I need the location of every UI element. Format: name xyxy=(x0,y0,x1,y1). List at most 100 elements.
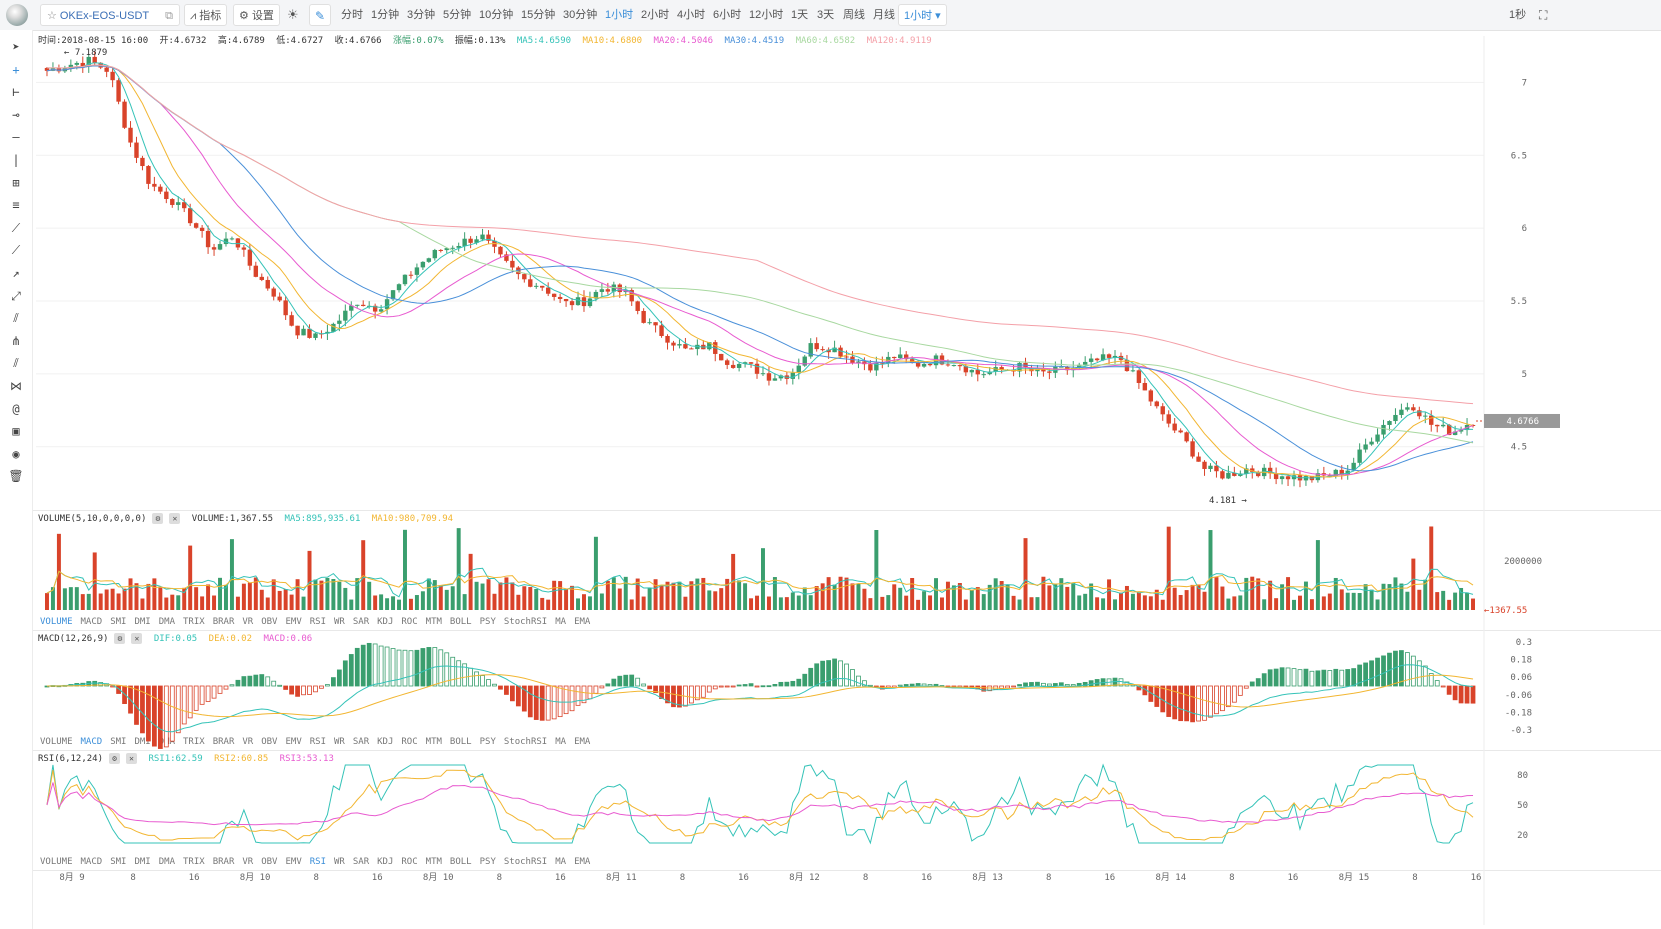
pane-divider[interactable] xyxy=(33,510,1661,511)
period-2[interactable]: 3分钟 xyxy=(407,9,436,21)
spiral-icon[interactable]: @ xyxy=(12,401,20,416)
tab-rsi[interactable]: RSI xyxy=(309,617,327,627)
tab-vr[interactable]: VR xyxy=(242,857,254,867)
tab-ema[interactable]: EMA xyxy=(574,617,591,627)
period-5[interactable]: 15分钟 xyxy=(521,9,556,21)
tab-emv[interactable]: EMV xyxy=(285,617,302,627)
tab-volume[interactable]: VOLUME xyxy=(40,737,73,747)
tab-ma[interactable]: MA xyxy=(555,857,567,867)
tab-dma[interactable]: DMA xyxy=(158,617,175,627)
tab-trix[interactable]: TRIX xyxy=(183,737,205,747)
tab-brar[interactable]: BRAR xyxy=(212,737,235,747)
tab-roc[interactable]: ROC xyxy=(401,617,418,627)
rsi-settings-gear-icon[interactable]: ⚙ xyxy=(109,753,121,764)
favorite-star-icon[interactable]: ☆ xyxy=(47,10,57,22)
period-1[interactable]: 1分钟 xyxy=(371,9,400,21)
tab-ema[interactable]: EMA xyxy=(574,737,591,747)
tab-stochrsi[interactable]: StochRSI xyxy=(503,737,548,747)
tab-sar[interactable]: SAR xyxy=(352,617,370,627)
tab-roc[interactable]: ROC xyxy=(401,737,418,747)
segment-icon[interactable]: ⊢ xyxy=(12,85,20,100)
tab-rsi[interactable]: RSI xyxy=(309,857,327,867)
tab-obv[interactable]: OBV xyxy=(261,617,278,627)
tab-rsi[interactable]: RSI xyxy=(309,737,327,747)
period-3[interactable]: 5分钟 xyxy=(443,9,472,21)
pane-divider[interactable] xyxy=(33,750,1661,751)
gann-icon[interactable]: ⋈ xyxy=(10,379,22,393)
indicator-button[interactable]: ⩘ 指标 xyxy=(184,4,228,26)
tab-stochrsi[interactable]: StochRSI xyxy=(503,857,548,867)
parallel-lines-icon[interactable]: ≡ xyxy=(12,198,20,213)
period-12[interactable]: 1天 xyxy=(791,9,809,21)
parallel-channel-icon[interactable]: ⫽ xyxy=(13,356,19,371)
arrow-line-icon[interactable]: ↗ xyxy=(12,266,20,280)
tab-psy[interactable]: PSY xyxy=(479,617,496,627)
period-dropdown[interactable]: 1小时 ▾ xyxy=(898,4,947,26)
tab-dmi[interactable]: DMI xyxy=(134,737,151,747)
tab-kdj[interactable]: KDJ xyxy=(377,737,394,747)
tab-trix[interactable]: TRIX xyxy=(183,857,205,867)
period-7[interactable]: 1小时 xyxy=(605,9,634,21)
symbol-selector[interactable]: ☆ OKEx-EOS-USDT ⧉ xyxy=(40,4,180,26)
tab-wr[interactable]: WR xyxy=(334,617,345,627)
period-8[interactable]: 2小时 xyxy=(641,9,670,21)
tab-stochrsi[interactable]: StochRSI xyxy=(503,617,548,627)
period-10[interactable]: 6小时 xyxy=(713,9,742,21)
tab-brar[interactable]: BRAR xyxy=(212,857,235,867)
settings-button[interactable]: ⚙ 设置 xyxy=(233,4,280,26)
eye-icon[interactable]: ◉ xyxy=(12,446,20,461)
fib-fan-icon[interactable]: ⫽ xyxy=(13,311,19,326)
horizontal-line-icon[interactable]: — xyxy=(12,130,20,145)
tab-vr[interactable]: VR xyxy=(242,737,254,747)
period-4[interactable]: 10分钟 xyxy=(479,9,514,21)
tab-sar[interactable]: SAR xyxy=(352,857,370,867)
tab-dmi[interactable]: DMI xyxy=(134,857,151,867)
extended-line-icon[interactable]: ⤢ xyxy=(11,288,21,303)
tab-obv[interactable]: OBV xyxy=(261,737,278,747)
tab-boll[interactable]: BOLL xyxy=(449,737,472,747)
cursor-icon[interactable]: ➤ xyxy=(12,40,20,54)
tab-smi[interactable]: SMI xyxy=(110,737,127,747)
tab-macd[interactable]: MACD xyxy=(80,617,103,627)
external-link-icon[interactable]: ⧉ xyxy=(165,10,173,22)
tab-macd[interactable]: MACD xyxy=(80,737,103,747)
tab-smi[interactable]: SMI xyxy=(110,857,127,867)
tab-emv[interactable]: EMV xyxy=(285,857,302,867)
tab-wr[interactable]: WR xyxy=(334,737,345,747)
period-11[interactable]: 12小时 xyxy=(749,9,784,21)
pane-divider[interactable] xyxy=(33,630,1661,631)
tab-psy[interactable]: PSY xyxy=(479,857,496,867)
tab-volume[interactable]: VOLUME xyxy=(40,857,73,867)
tab-emv[interactable]: EMV xyxy=(285,737,302,747)
trash-icon[interactable]: 🗑 xyxy=(8,469,24,484)
tab-mtm[interactable]: MTM xyxy=(425,737,442,747)
tab-boll[interactable]: BOLL xyxy=(449,857,472,867)
period-6[interactable]: 30分钟 xyxy=(563,9,598,21)
refresh-interval[interactable]: 1秒 xyxy=(1509,9,1527,21)
draw-pen-icon[interactable]: ✎ xyxy=(309,4,332,26)
period-14[interactable]: 周线 xyxy=(843,9,865,21)
tab-brar[interactable]: BRAR xyxy=(212,617,235,627)
tab-smi[interactable]: SMI xyxy=(110,617,127,627)
trend-line-icon[interactable]: ⟋ xyxy=(11,220,21,235)
macd-settings-gear-icon[interactable]: ⚙ xyxy=(114,633,126,644)
tab-wr[interactable]: WR xyxy=(334,857,345,867)
tab-vr[interactable]: VR xyxy=(242,617,254,627)
period-0[interactable]: 分时 xyxy=(341,9,363,21)
fullscreen-icon[interactable]: ⛶ xyxy=(1539,8,1548,22)
tab-dma[interactable]: DMA xyxy=(158,857,175,867)
volume-close-icon[interactable]: ✕ xyxy=(169,513,181,524)
tab-roc[interactable]: ROC xyxy=(401,857,418,867)
tab-mtm[interactable]: MTM xyxy=(425,857,442,867)
tab-mtm[interactable]: MTM xyxy=(425,617,442,627)
period-9[interactable]: 4小时 xyxy=(677,9,706,21)
tab-kdj[interactable]: KDJ xyxy=(377,857,394,867)
ray-icon[interactable]: ⟋ xyxy=(11,243,21,258)
tab-dmi[interactable]: DMI xyxy=(134,617,151,627)
price-range-icon[interactable]: ⊞ xyxy=(12,175,20,190)
period-15[interactable]: 月线 xyxy=(873,9,895,21)
theme-toggle-sun-icon[interactable]: ☀ xyxy=(287,7,299,22)
tab-psy[interactable]: PSY xyxy=(479,737,496,747)
tab-ema[interactable]: EMA xyxy=(574,857,591,867)
